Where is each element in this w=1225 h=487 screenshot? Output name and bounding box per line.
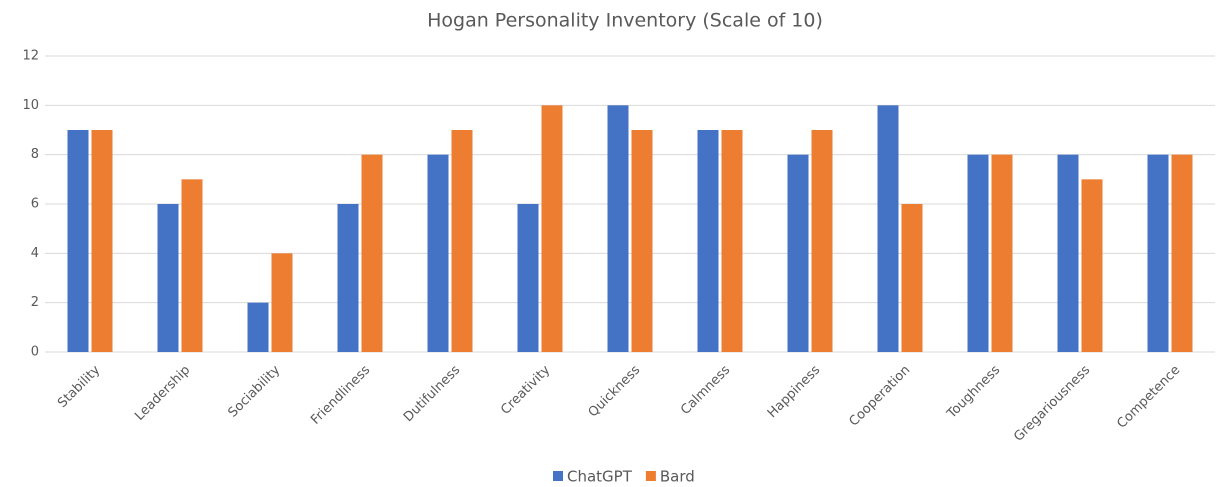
bar <box>631 130 653 352</box>
x-tick-label: Sociability <box>225 362 283 420</box>
x-tick-label: Toughness <box>944 363 1004 423</box>
x-tick-label: Happiness <box>765 363 824 422</box>
bar <box>247 302 269 352</box>
bar <box>787 154 809 352</box>
x-tick-label: Calmness <box>678 363 733 418</box>
bar <box>451 130 473 352</box>
bar <box>427 154 449 352</box>
y-tick-label: 10 <box>22 98 39 113</box>
bar <box>337 204 359 352</box>
legend-label: Bard <box>660 468 695 486</box>
bar <box>877 105 899 352</box>
y-tick-label: 8 <box>31 147 39 162</box>
x-tick-label: Leadership <box>132 363 193 424</box>
bar <box>157 204 179 352</box>
chart-title: Hogan Personality Inventory (Scale of 10… <box>427 10 823 32</box>
bar <box>181 179 203 352</box>
bar <box>1057 154 1079 352</box>
bar <box>901 204 923 352</box>
bar <box>1081 179 1103 352</box>
bar <box>91 130 113 352</box>
x-tick-label: Dutifulness <box>401 363 464 426</box>
bar <box>517 204 539 352</box>
x-tick-label: Quickness <box>586 363 644 421</box>
bar <box>271 253 293 352</box>
y-tick-label: 12 <box>22 49 39 64</box>
bar <box>607 105 629 352</box>
x-tick-label: Cooperation <box>847 363 914 430</box>
x-tick-label: Gregariousness <box>1011 363 1093 445</box>
y-tick-label: 6 <box>31 197 39 212</box>
legend-label: ChatGPT <box>567 468 633 486</box>
x-tick-label: Creativity <box>498 362 553 417</box>
y-tick-label: 2 <box>31 295 39 310</box>
bar <box>541 105 563 352</box>
bar <box>811 130 833 352</box>
legend-swatch <box>553 471 563 481</box>
bar <box>991 154 1013 352</box>
bar <box>67 130 89 352</box>
x-tick-label: Competence <box>1114 363 1183 432</box>
y-tick-label: 4 <box>31 246 39 261</box>
bar <box>697 130 719 352</box>
bar <box>1147 154 1169 352</box>
x-tick-label: Friendliness <box>308 363 373 428</box>
x-tick-label: Stability <box>55 362 103 410</box>
bar <box>1171 154 1193 352</box>
bar <box>967 154 989 352</box>
legend-swatch <box>645 471 656 481</box>
bar <box>361 154 383 352</box>
bar <box>721 130 743 352</box>
y-tick-label: 0 <box>31 345 39 360</box>
